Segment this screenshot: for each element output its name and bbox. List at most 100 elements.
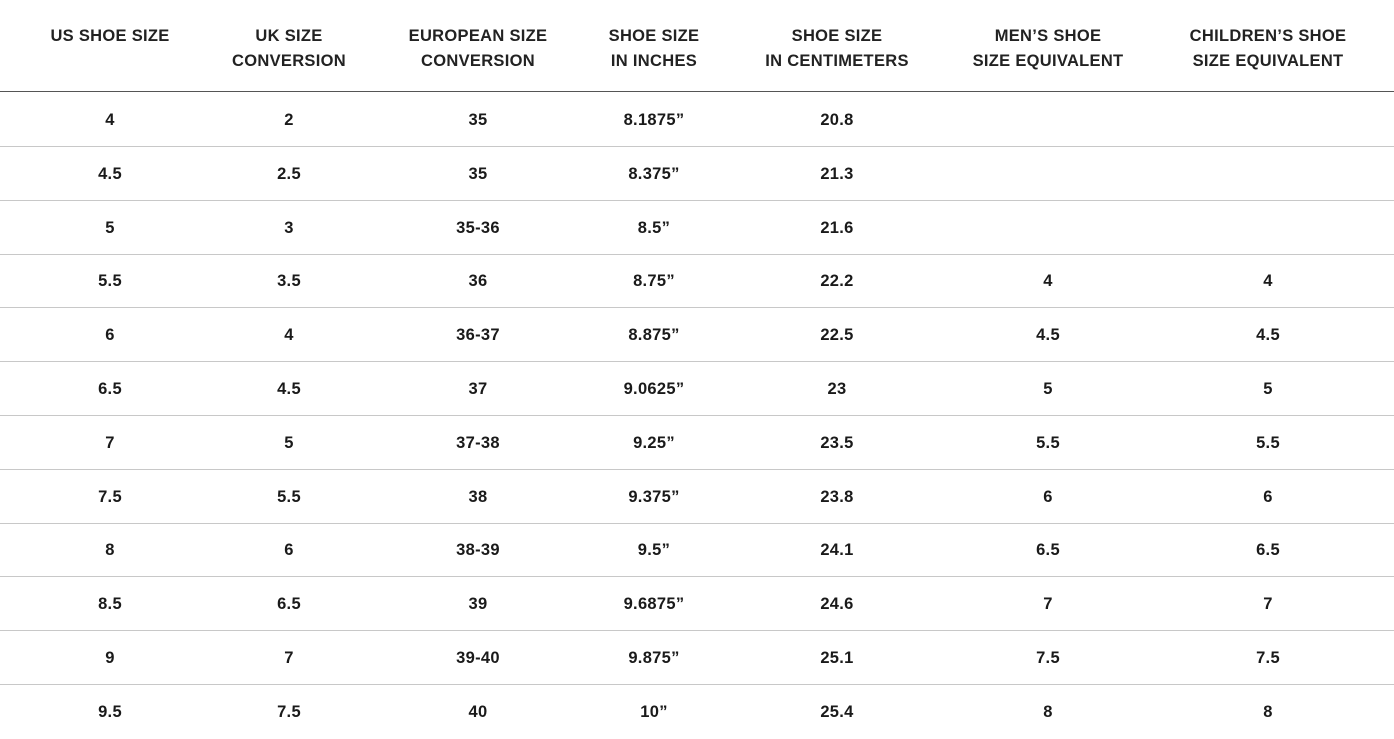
cell-inches: 9.25”	[633, 433, 675, 452]
header-shoe-size-inches: SHOE SIZE IN INCHES	[609, 24, 700, 74]
table-row: 5.5 3.5 36 8.75” 22.2 4 4	[0, 254, 1394, 309]
cell-centimeters: 23.8	[820, 487, 854, 506]
cell-inches: 9.875”	[628, 649, 680, 667]
cell-european-size: 36	[468, 272, 488, 291]
cell-european-size: 38-39	[456, 541, 500, 560]
header-text-line: SHOE SIZE	[608, 27, 700, 45]
table-row: 7.5 5.5 38 9.375” 23.8 6 6	[0, 470, 1394, 524]
cell-mens-equivalent: 5	[1043, 380, 1053, 398]
cell-uk-size: 4.5	[277, 380, 301, 398]
cell-european-size: 38	[468, 487, 488, 506]
cell-mens-equivalent: 5.5	[1036, 433, 1060, 452]
cell-uk-size: 3.5	[277, 272, 301, 291]
header-text-line: IN INCHES	[610, 52, 698, 70]
header-text-line: CONVERSION	[232, 52, 346, 70]
cell-us-size: 9.5	[98, 702, 122, 721]
cell-european-size: 39-40	[456, 649, 500, 667]
cell-inches: 8.375”	[628, 164, 680, 183]
header-text-line: SIZE EQUIVALENT	[1192, 52, 1344, 70]
table-row: 9.5 7.5 40 10” 25.4 8 8	[0, 685, 1394, 739]
cell-childrens-equivalent: 7.5	[1256, 649, 1280, 667]
header-text-line: UK SIZE	[255, 27, 323, 45]
cell-uk-size: 7.5	[277, 702, 301, 721]
cell-us-size: 7.5	[98, 487, 122, 506]
cell-european-size: 37	[468, 380, 488, 398]
cell-childrens-equivalent: 6	[1263, 487, 1273, 506]
header-text-line: CHILDREN’S SHOE	[1189, 27, 1347, 45]
cell-inches: 8.75”	[633, 272, 675, 291]
table-row: 4 2 35 8.1875” 20.8	[0, 93, 1394, 147]
cell-inches: 8.1875”	[623, 111, 685, 129]
cell-uk-size: 5	[284, 433, 294, 452]
cell-uk-size: 5.5	[277, 487, 301, 506]
cell-uk-size: 3	[284, 218, 294, 237]
cell-european-size: 35	[468, 164, 488, 183]
cell-mens-equivalent: 6	[1043, 487, 1053, 506]
cell-us-size: 9	[105, 649, 115, 667]
cell-childrens-equivalent: 5.5	[1256, 433, 1280, 452]
cell-mens-equivalent: 7.5	[1036, 649, 1060, 667]
cell-inches: 8.5”	[637, 218, 671, 237]
header-text-line: SIZE EQUIVALENT	[972, 52, 1124, 70]
cell-mens-equivalent: 4.5	[1036, 326, 1060, 345]
cell-us-size: 4.5	[98, 164, 122, 183]
cell-uk-size: 4	[284, 326, 294, 345]
cell-european-size: 35	[468, 111, 488, 129]
cell-uk-size: 2.5	[277, 164, 301, 183]
cell-us-size: 6.5	[98, 380, 122, 398]
cell-centimeters: 23	[827, 380, 847, 398]
cell-uk-size: 6.5	[277, 595, 301, 614]
cell-inches: 8.875”	[628, 326, 680, 345]
cell-centimeters: 21.3	[820, 164, 854, 183]
cell-centimeters: 20.8	[820, 111, 854, 129]
cell-european-size: 35-36	[456, 218, 500, 237]
cell-us-size: 7	[105, 433, 115, 452]
cell-european-size: 37-38	[456, 433, 500, 452]
cell-centimeters: 23.5	[820, 433, 854, 452]
header-text-line: IN CENTIMETERS	[765, 52, 909, 70]
cell-centimeters: 24.1	[820, 541, 854, 560]
table-row: 7 5 37-38 9.25” 23.5 5.5 5.5	[0, 416, 1394, 470]
table-row: 8 6 38-39 9.5” 24.1 6.5 6.5	[0, 523, 1394, 578]
header-text-line: MEN’S SHOE	[994, 27, 1102, 45]
cell-inches: 9.5”	[637, 541, 671, 560]
table-header-row: US SHOE SIZE UK SIZE CONVERSION EUROPEAN SI…	[0, 0, 1394, 92]
header-text-line: US SHOE SIZE	[50, 27, 170, 45]
cell-centimeters: 25.4	[820, 702, 854, 721]
cell-european-size: 40	[468, 702, 488, 721]
cell-centimeters: 24.6	[820, 595, 854, 614]
header-text-line: CONVERSION	[421, 52, 535, 70]
cell-uk-size: 7	[284, 649, 294, 667]
header-shoe-size-centimeters: SHOE SIZE IN CENTIMETERS	[765, 24, 909, 74]
cell-childrens-equivalent: 6.5	[1256, 541, 1280, 560]
cell-centimeters: 22.5	[820, 326, 854, 345]
cell-childrens-equivalent: 7	[1263, 595, 1273, 614]
table-row: 4.5 2.5 35 8.375” 21.3	[0, 147, 1394, 201]
cell-us-size: 6	[105, 326, 115, 345]
cell-mens-equivalent: 6.5	[1036, 541, 1060, 560]
cell-us-size: 8	[105, 541, 115, 560]
header-text-line: EUROPEAN SIZE	[408, 27, 548, 45]
cell-european-size: 36-37	[456, 326, 500, 345]
cell-european-size: 39	[468, 595, 488, 614]
header-mens-shoe-size-equivalent: MEN’S SHOE SIZE EQUIVALENT	[973, 24, 1124, 74]
table-row: 6 4 36-37 8.875” 22.5 4.5 4.5	[0, 308, 1394, 363]
cell-uk-size: 2	[284, 111, 294, 129]
cell-childrens-equivalent: 4.5	[1256, 326, 1280, 345]
cell-centimeters: 22.2	[820, 272, 854, 291]
header-text-line: SHOE SIZE	[791, 27, 883, 45]
header-uk-size-conversion: UK SIZE CONVERSION	[232, 24, 346, 74]
table-row: 6.5 4.5 37 9.0625” 23 5 5	[0, 362, 1394, 416]
cell-centimeters: 25.1	[820, 649, 854, 667]
cell-us-size: 8.5	[98, 595, 122, 614]
table-row: 5 3 35-36 8.5” 21.6	[0, 201, 1394, 255]
header-european-size-conversion: EUROPEAN SIZE CONVERSION	[409, 24, 548, 74]
cell-childrens-equivalent: 8	[1263, 702, 1273, 721]
cell-uk-size: 6	[284, 541, 294, 560]
cell-centimeters: 21.6	[820, 218, 854, 237]
header-childrens-shoe-size-equivalent: CHILDREN’S SHOE SIZE EQUIVALENT	[1190, 24, 1347, 74]
cell-inches: 10”	[640, 702, 668, 721]
cell-inches: 9.0625”	[623, 380, 685, 398]
cell-childrens-equivalent: 5	[1263, 380, 1273, 398]
